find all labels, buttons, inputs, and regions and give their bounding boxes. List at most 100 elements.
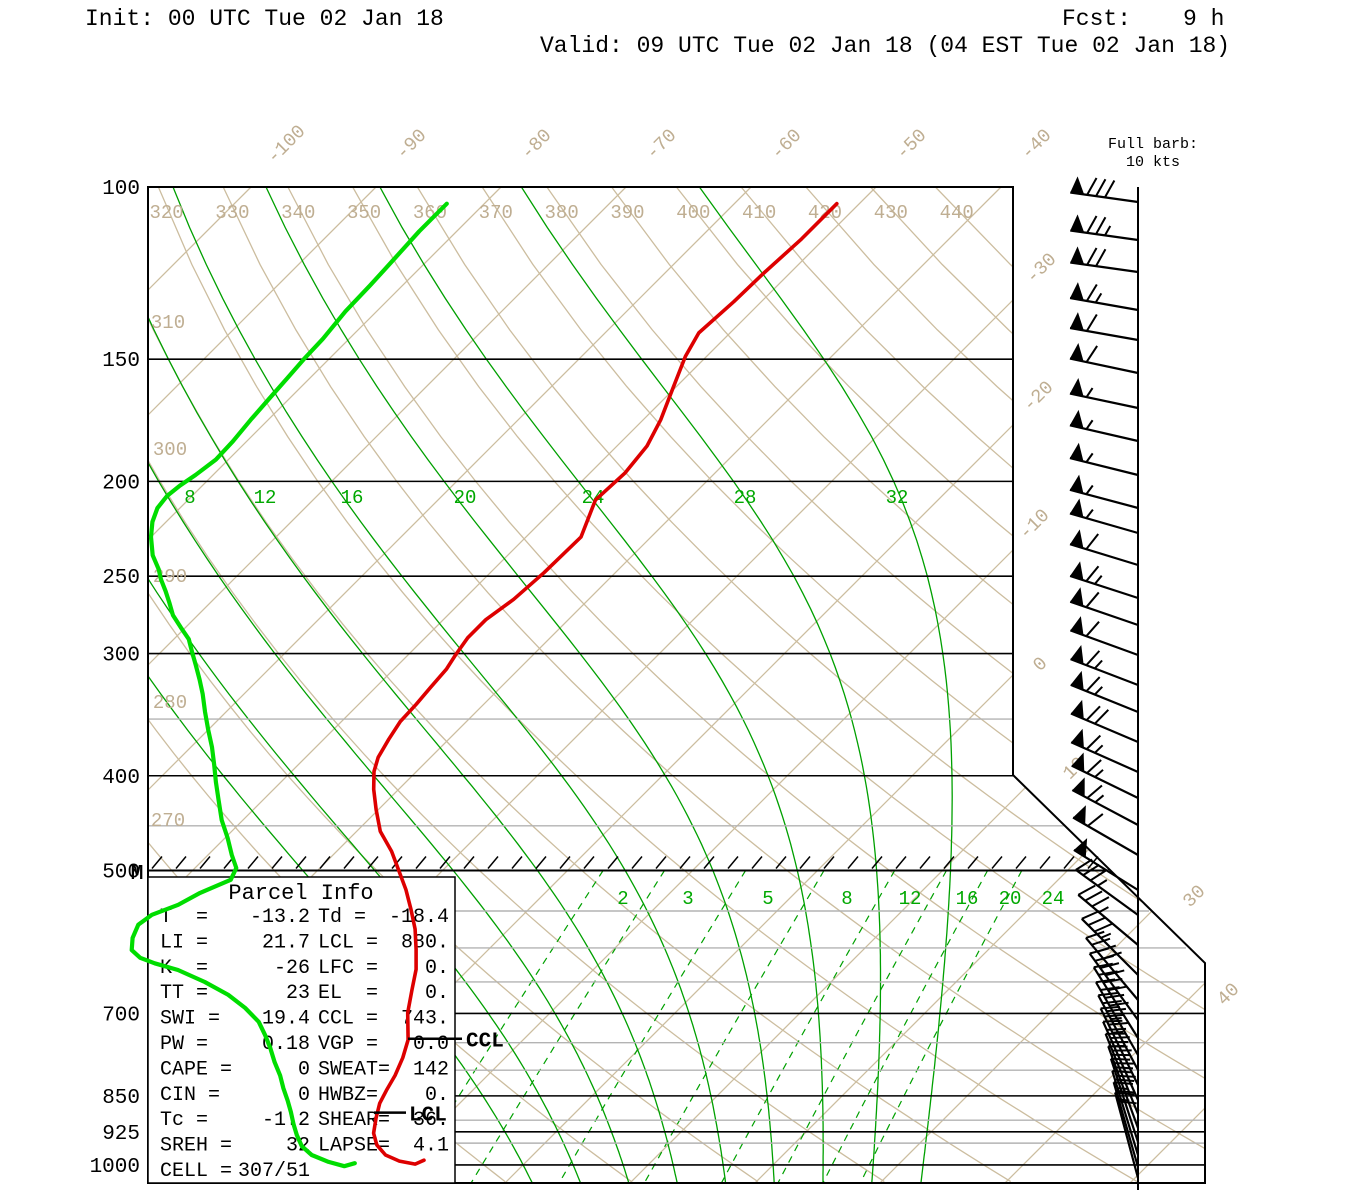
parcel-value: 743. <box>401 1008 449 1031</box>
mixing-ratio-label: 16 <box>956 888 979 910</box>
isotherm-line <box>747 187 1205 1183</box>
hatch-tick <box>367 856 379 870</box>
parcel-value: -26 <box>274 957 310 980</box>
hatch-tick <box>415 856 427 870</box>
dry-adiabat-label: 430 <box>874 202 908 224</box>
parcel-value: 880. <box>401 931 449 954</box>
wind-barb <box>1069 474 1139 510</box>
sounding-traces <box>129 201 839 1169</box>
hatch-tick <box>919 856 931 870</box>
mixing-ratio-label: 24 <box>1042 888 1065 910</box>
isotherm-line <box>148 187 377 1183</box>
wind-barb <box>1069 587 1139 627</box>
parcel-label: Tc = <box>160 1109 208 1132</box>
wind-barb <box>1111 1069 1140 1156</box>
pressure-tick-label: 100 <box>102 178 140 201</box>
isotherm-label: 30 <box>1179 881 1211 913</box>
hatch-tick <box>895 856 907 870</box>
isotherm-label: -50 <box>892 125 932 165</box>
parcel-value: 32 <box>286 1135 310 1158</box>
parcel-label: CIN = <box>160 1084 220 1107</box>
dry-adiabat-label: 280 <box>153 692 187 714</box>
parcel-label: T = <box>160 906 208 929</box>
lcl-marker: LCL <box>409 1105 447 1128</box>
parcel-value: -18.4 <box>389 906 449 929</box>
hatch-tick <box>535 856 547 870</box>
wind-barb <box>1088 947 1139 1021</box>
dry-adiabat-line <box>157 187 1138 1183</box>
hatch-tick <box>151 856 163 870</box>
hatch-tick <box>583 856 595 870</box>
parcel-label: CCL = <box>318 1008 378 1031</box>
hatch-tick <box>655 856 667 870</box>
isotherm-line <box>0 187 126 1190</box>
mixing-ratio-line <box>557 870 747 1183</box>
parcel-value: 0.0 <box>413 1033 449 1056</box>
wind-barb <box>1069 282 1139 312</box>
parcel-value: 0. <box>425 1084 449 1107</box>
dry-adiabat-line <box>611 187 1205 1183</box>
hatch-tick <box>463 856 475 870</box>
isotherm-line <box>997 187 1205 1183</box>
hatch-tick <box>607 856 619 870</box>
isotherm-line <box>497 187 1205 1183</box>
pressure-tick-label: 925 <box>102 1123 140 1146</box>
dry-adiabat-label: 300 <box>153 439 187 461</box>
dry-adiabat-line <box>287 187 1205 1183</box>
parcel-label: SHEAR= <box>318 1109 390 1132</box>
moist-adiabat-label: 8 <box>184 487 195 509</box>
moist-adiabat-line <box>148 187 631 1183</box>
parcel-label: CELL = <box>160 1160 232 1183</box>
wind-barb <box>1070 176 1139 204</box>
dry-adiabat-line <box>546 187 1205 1183</box>
dry-adiabat-label: 440 <box>940 202 974 224</box>
wind-barb <box>1069 498 1139 535</box>
pressure-tick-label: 1000 <box>90 1156 140 1179</box>
parcel-value: 23 <box>286 982 310 1005</box>
parcel-label: Td = <box>318 906 366 929</box>
isotherm-label: -70 <box>642 125 682 165</box>
wind-barb <box>1077 884 1139 946</box>
moist-adiabat-line <box>698 187 953 1183</box>
wind-barb <box>1070 246 1139 274</box>
hatch-tick <box>631 856 643 870</box>
dry-adiabat-line <box>222 187 1205 1183</box>
hatch-tick <box>559 856 571 870</box>
wind-barb <box>1070 699 1139 744</box>
dry-adiabat-label: 330 <box>215 202 249 224</box>
parcel-value: 0. <box>425 982 449 1005</box>
wind-barb <box>1070 670 1139 714</box>
pressure-tick-label: 850 <box>102 1087 140 1110</box>
pressure-tick-label: 250 <box>102 567 140 590</box>
dry-adiabat-label: 350 <box>347 202 381 224</box>
pressure-tick-label: 150 <box>102 350 140 373</box>
dry-adiabat-line <box>481 187 1205 1183</box>
hatch-tick <box>799 856 811 870</box>
isotherm-line <box>872 187 1205 1183</box>
wind-barb <box>1070 645 1139 687</box>
parcel-label: VGP = <box>318 1033 378 1056</box>
wind-barb <box>1069 377 1139 410</box>
parcel-label: SWEAT= <box>318 1058 390 1081</box>
wind-barb <box>1069 342 1139 375</box>
hatch-tick <box>511 856 523 870</box>
moist-adiabat-label: 24 <box>582 487 605 509</box>
wind-barb <box>1069 409 1139 443</box>
isotherm-line <box>372 187 1205 1183</box>
mixing-ratio-label: 2 <box>617 888 628 910</box>
wind-barb <box>1070 728 1139 774</box>
mixing-ratio-line <box>468 870 666 1183</box>
wind-barb <box>1069 529 1139 567</box>
moist-adiabat-label: 28 <box>734 487 757 509</box>
valid-time-label: Valid: 09 UTC Tue 02 Jan 18 (04 EST Tue … <box>540 33 1230 59</box>
dry-adiabat-label: 360 <box>413 202 447 224</box>
moist-adiabat-label: 16 <box>341 487 364 509</box>
hatch-tick <box>823 856 835 870</box>
pressure-axis-labels: 100 150 200 250 300 400 500 700 850 925 1000 <box>90 178 140 1179</box>
forecast-hour-value: 9 h <box>1183 6 1224 32</box>
parcel-label: EL = <box>318 982 378 1005</box>
pressure-tick-label: 200 <box>102 472 140 495</box>
hatch-tick <box>343 856 355 870</box>
dry-adiabat-label: 270 <box>151 810 185 832</box>
